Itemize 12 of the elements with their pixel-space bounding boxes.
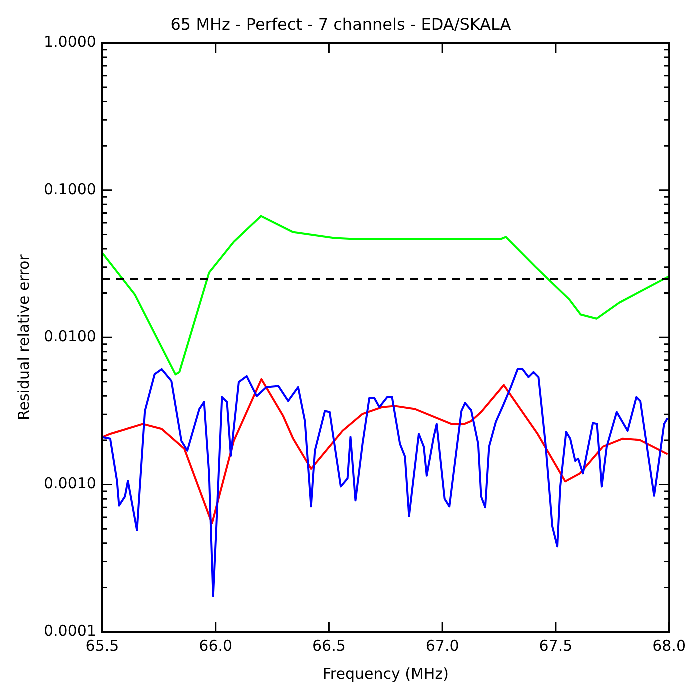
y-tick-label: 0.0100 xyxy=(44,327,96,346)
x-axis-title: Frequency (MHz) xyxy=(322,664,449,683)
x-tick-label: 66.5 xyxy=(312,636,346,655)
y-tick-label: 1.0000 xyxy=(44,33,96,52)
x-tick-label: 67.5 xyxy=(539,636,573,655)
y-tick-label: 0.0010 xyxy=(44,474,96,493)
y-axis-title: Residual relative error xyxy=(14,254,33,420)
x-tick-label: 67.0 xyxy=(426,636,460,655)
y-tick-label: 0.1000 xyxy=(44,180,96,198)
x-tick-label: 66.0 xyxy=(199,636,233,655)
chart-title: 65 MHz - Perfect - 7 channels - EDA/SKALA xyxy=(170,14,512,34)
x-tick-label: 68.0 xyxy=(652,636,686,655)
